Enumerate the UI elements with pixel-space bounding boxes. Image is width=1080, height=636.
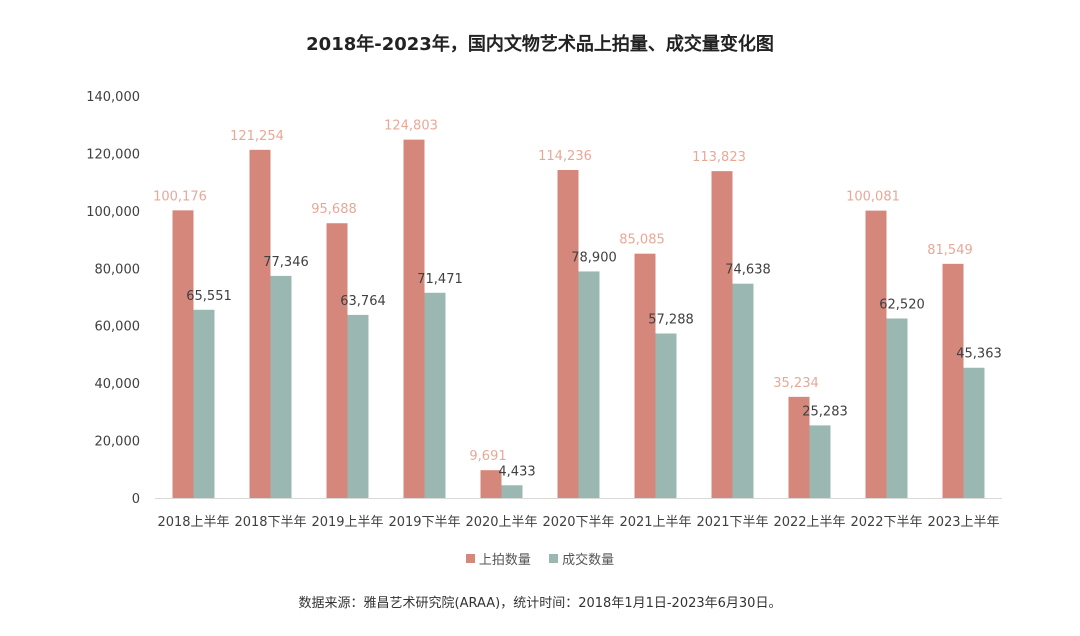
y-axis: 0 20,000 40,000 60,000 80,000 100,000 120,000 1… xyxy=(86,90,140,507)
data-label: 95,688 xyxy=(311,202,357,217)
data-label: 62,520 xyxy=(879,297,925,312)
data-label: 114,236 xyxy=(538,149,592,164)
bar-sold[interactable] xyxy=(963,367,985,498)
y-tick-label: 140,000 xyxy=(86,90,140,105)
data-label: 113,823 xyxy=(692,150,746,165)
bar-listed[interactable] xyxy=(865,210,887,498)
x-tick-label: 2020下半年 xyxy=(542,515,614,530)
bar-sold[interactable] xyxy=(424,292,446,498)
bar-listed[interactable] xyxy=(480,470,502,498)
data-label: 78,900 xyxy=(571,250,617,265)
chart-title: 2018年-2023年，国内文物艺术品上拍量、成交量变化图 xyxy=(306,34,774,55)
x-tick-label: 2019上半年 xyxy=(311,515,383,530)
y-tick-label: 120,000 xyxy=(86,147,140,162)
bar-listed[interactable] xyxy=(711,171,733,498)
bar-sold[interactable] xyxy=(655,333,677,498)
y-tick-label: 40,000 xyxy=(95,377,141,392)
data-label: 121,254 xyxy=(230,129,284,144)
legend-item-series-1[interactable]: 成交数量 xyxy=(549,549,614,568)
data-label: 25,283 xyxy=(802,404,848,419)
data-label: 81,549 xyxy=(927,243,973,258)
bar-listed[interactable] xyxy=(634,253,656,498)
x-tick-label: 2018下半年 xyxy=(234,515,306,530)
x-tick-label: 2019下半年 xyxy=(388,515,460,530)
y-tick-label: 20,000 xyxy=(95,435,141,450)
bar-sold[interactable] xyxy=(578,271,600,498)
x-tick-label: 2021上半年 xyxy=(619,515,691,530)
legend-label: 成交数量 xyxy=(562,553,615,568)
data-label: 9,691 xyxy=(469,449,506,464)
bar-listed[interactable] xyxy=(788,396,810,498)
data-label: 100,081 xyxy=(846,190,900,205)
data-label: 57,288 xyxy=(648,313,694,328)
legend-item-series-0[interactable]: 上拍数量 xyxy=(465,549,531,568)
bars-group: 100,176 121,254 95,688 124,803 9,691 114,236 8… xyxy=(153,119,1002,499)
bar-listed[interactable] xyxy=(172,210,194,498)
legend-swatch xyxy=(465,554,475,563)
bar-sold[interactable] xyxy=(193,309,215,498)
data-label: 71,471 xyxy=(417,272,463,287)
bar-listed[interactable] xyxy=(403,139,425,499)
data-label: 124,803 xyxy=(384,119,438,134)
legend-swatch xyxy=(549,554,559,563)
bar-listed[interactable] xyxy=(557,169,579,498)
data-label: 35,234 xyxy=(773,376,819,391)
x-tick-label: 2022上半年 xyxy=(773,515,845,530)
x-axis: 2018上半年 2018下半年 2019上半年 2019下半年 2020上半年 2020下… xyxy=(155,498,1002,530)
data-label: 65,551 xyxy=(186,289,232,304)
bar-listed[interactable] xyxy=(249,149,271,498)
y-tick-label: 60,000 xyxy=(95,320,141,335)
x-tick-label: 2021下半年 xyxy=(696,515,768,530)
data-label: 63,764 xyxy=(340,294,386,309)
bar-sold[interactable] xyxy=(270,275,292,498)
bar-sold[interactable] xyxy=(501,485,523,498)
y-tick-label: 80,000 xyxy=(95,262,141,277)
x-tick-label: 2020上半年 xyxy=(465,515,537,530)
data-label: 100,176 xyxy=(153,189,207,204)
data-label: 77,346 xyxy=(263,255,309,270)
legend-label: 上拍数量 xyxy=(478,553,531,568)
data-label: 45,363 xyxy=(956,347,1002,362)
y-tick-label: 0 xyxy=(132,492,140,507)
x-tick-label: 2018上半年 xyxy=(157,515,229,530)
data-label: 4,433 xyxy=(498,464,535,479)
source-note: 数据来源：雅昌艺术研究院(ARAA)，统计时间：2018年1月1日-2023年6… xyxy=(298,596,782,611)
data-label: 85,085 xyxy=(619,233,665,248)
x-tick-label: 2023上半年 xyxy=(927,515,999,530)
legend: 上拍数量 成交数量 xyxy=(0,549,1080,568)
bar-sold[interactable] xyxy=(347,314,369,498)
bar-sold[interactable] xyxy=(886,318,908,498)
bar-listed[interactable] xyxy=(326,223,348,498)
x-tick-label: 2022下半年 xyxy=(850,515,922,530)
y-tick-label: 100,000 xyxy=(86,205,140,220)
data-label: 74,638 xyxy=(725,263,771,278)
bar-sold[interactable] xyxy=(732,283,754,498)
bar-listed[interactable] xyxy=(942,263,964,498)
bar-sold[interactable] xyxy=(809,425,831,498)
